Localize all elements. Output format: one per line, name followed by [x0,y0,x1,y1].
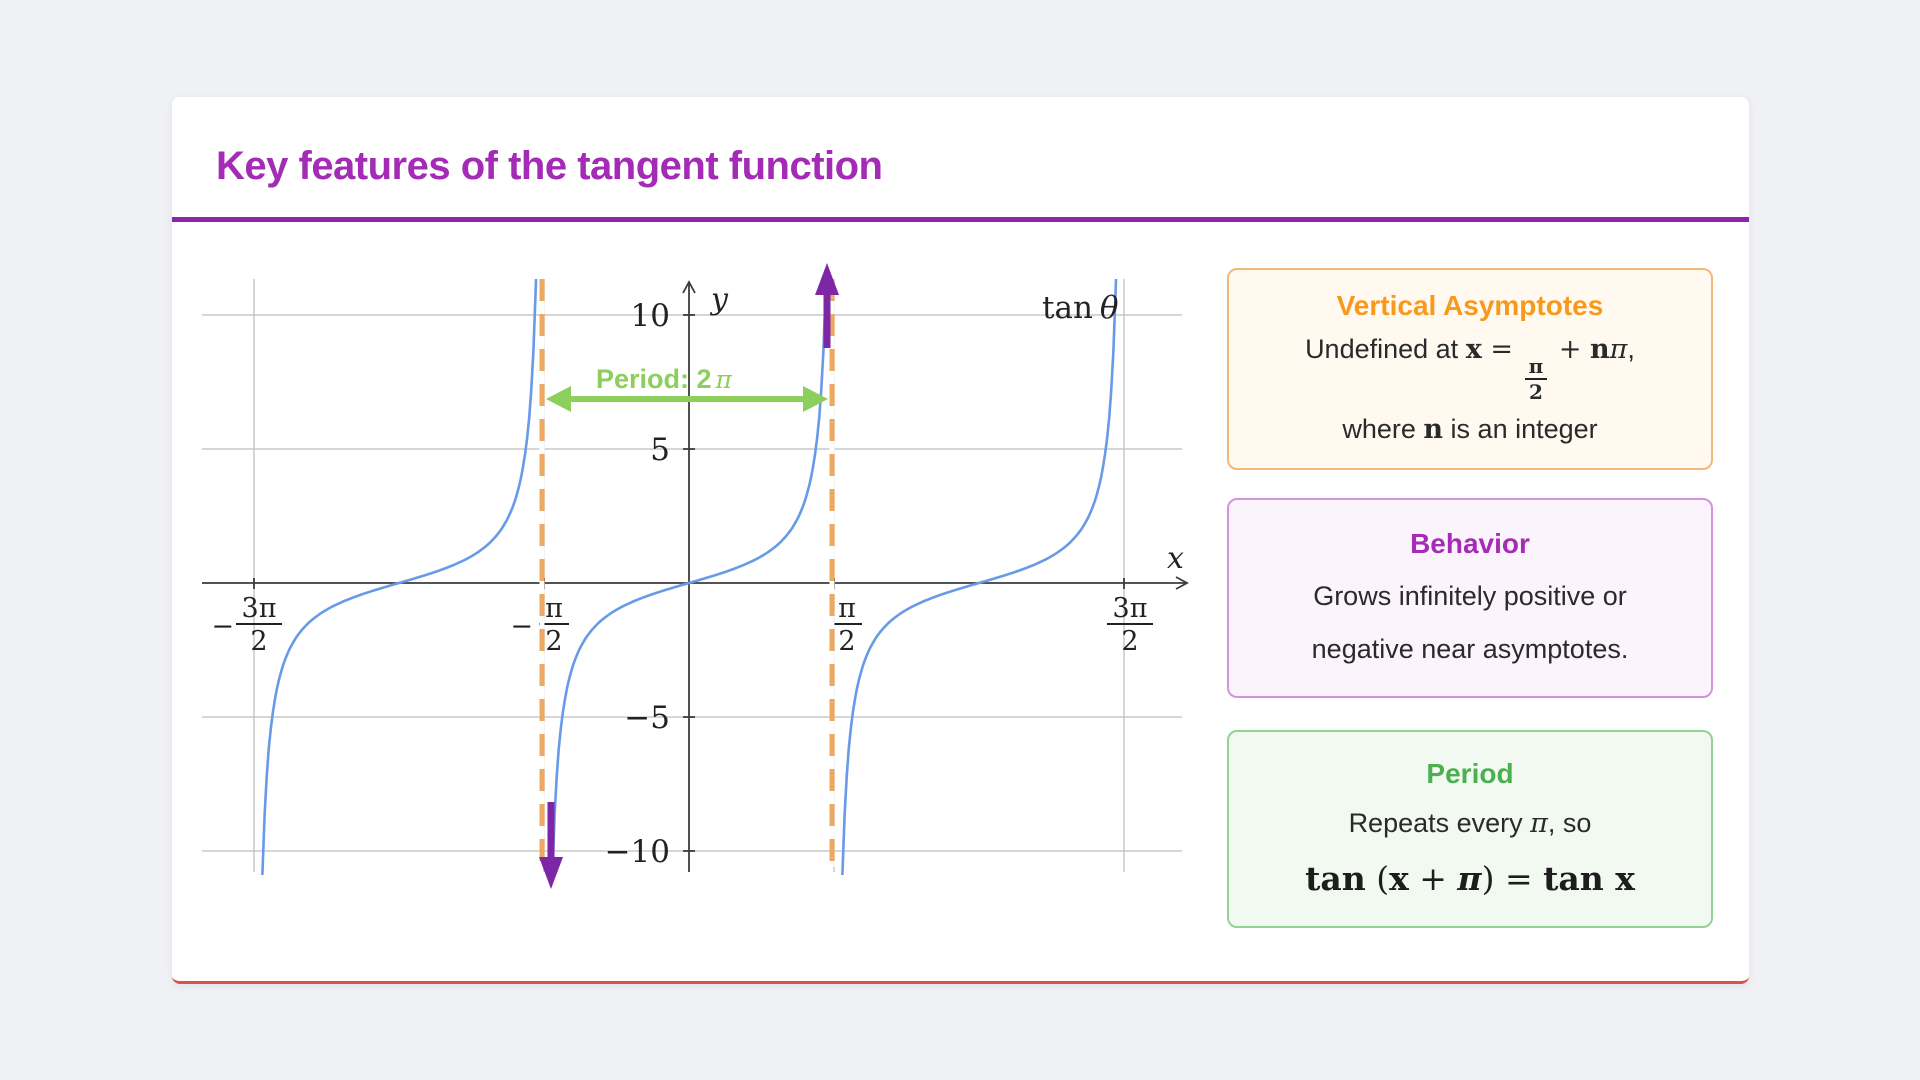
box-line: Grows infinitely positive or [1313,580,1627,611]
paren-close: ) [1481,858,1505,898]
infinity-arrow-down [539,802,563,889]
x-tick-3pi-2: 3π 2 [1107,593,1153,657]
y-tick-m5: −5 [624,700,670,736]
fraction-denominator: 2 [1528,379,1543,404]
plus: + [1550,334,1591,366]
math-n: n [1423,414,1444,446]
x-axis-label: x [1167,541,1184,576]
period-label-pi: π [715,365,733,394]
x-tick-neg-pi-2: − π 2 [510,593,569,657]
equals: = [1504,858,1544,898]
page-title: Key features of the tangent function [216,144,883,188]
text: Undefined at [1305,334,1466,365]
box-title: Vertical Asymptotes [1336,290,1604,322]
tick-numerator: 3π [242,593,277,624]
math-x: x [1389,858,1409,898]
math-pi: π [1530,807,1548,839]
box-line: where n is an integer [1342,413,1597,447]
math-n: n [1590,334,1610,366]
math-tan: tan [1305,858,1366,898]
box-math-line: tan (x + π) = tan x [1305,858,1635,899]
x-tick-neg-3pi-2: − 3π 2 [211,593,282,657]
tick-denominator: 2 [250,626,267,657]
minus-sign: − [211,611,234,642]
tick-denominator: 2 [838,626,855,657]
math-x: x [1465,334,1482,366]
box-title: Behavior [1410,528,1530,560]
fraction-numerator: π [1524,356,1548,380]
tangent-curve [261,279,1118,875]
tick-numerator: 3π [1113,593,1148,624]
behavior-box: Behavior Grows infinitely positive or ne… [1227,498,1713,698]
math-x: x [1615,858,1635,898]
y-tick-10: 10 [631,298,670,334]
box-line: negative near asymptotes. [1311,633,1629,664]
x-tick-pi-2: π 2 [832,593,862,657]
tick-denominator: 2 [1121,626,1138,657]
box-line: Repeats every π, so [1349,807,1592,841]
minus-sign: − [510,611,533,642]
tangent-graph: y x 10 5 −5 −10 − 3π 2 − π 2 π 2 3π [202,263,1189,889]
infinity-arrow-up [815,263,839,348]
y-tick-5: 5 [650,432,670,468]
text: where [1342,414,1424,445]
tick-numerator: π [545,593,563,624]
text: is an integer [1443,414,1598,445]
text: Repeats every [1348,807,1531,838]
comma: , [1627,334,1635,365]
curve-label-theta: θ [1100,290,1119,326]
math-tan: tan [1543,858,1616,898]
text: , so [1547,807,1592,838]
y-tick-m10: −10 [605,834,670,870]
title-rule [172,217,1749,222]
paren-open: ( [1365,858,1390,898]
box-title: Period [1426,758,1514,790]
plus: + [1408,858,1458,898]
curve-label: tan θ [1042,290,1119,326]
tick-denominator: 2 [545,626,562,657]
math-pi: π [1457,858,1482,898]
math-pi: π [1609,334,1628,366]
curve-label-tan: tan [1042,290,1093,326]
period-label-text: Period: 2 [596,364,712,394]
tick-numerator: π [838,593,856,624]
vertical-asymptotes [539,279,835,867]
period-box: Period Repeats every π, so tan (x + π) =… [1227,730,1713,928]
y-axis-label: y [709,282,729,317]
equals: = [1481,334,1522,366]
